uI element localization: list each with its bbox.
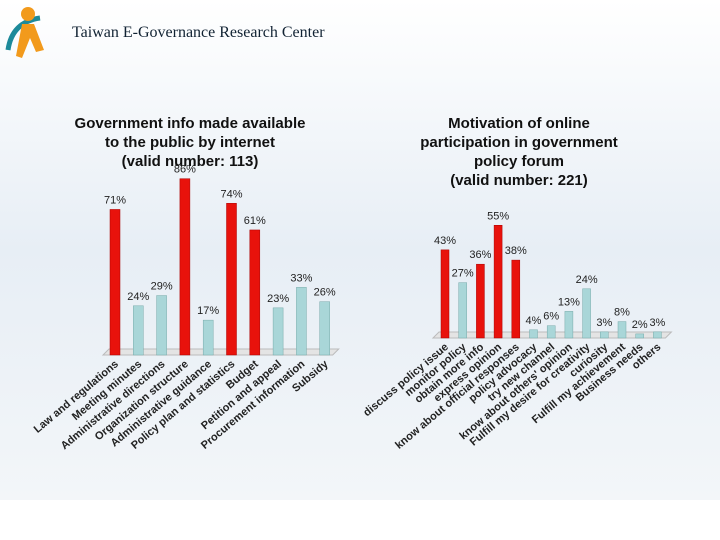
bar xyxy=(564,311,574,339)
bar xyxy=(296,287,307,356)
bar xyxy=(202,319,214,356)
value-label: 71% xyxy=(104,194,126,206)
bar xyxy=(440,249,450,339)
value-label: 61% xyxy=(244,215,266,227)
bar xyxy=(179,178,191,356)
bar xyxy=(600,331,609,339)
value-label: 3% xyxy=(649,317,665,329)
bar xyxy=(546,325,556,339)
value-label: 23% xyxy=(267,293,289,305)
bar xyxy=(476,263,485,339)
value-label: 27% xyxy=(452,268,474,280)
value-label: 3% xyxy=(596,317,612,329)
bar xyxy=(617,321,627,339)
value-label: 13% xyxy=(558,296,580,308)
bar xyxy=(109,209,121,356)
value-label: 36% xyxy=(469,249,491,261)
bar xyxy=(249,229,261,356)
bar xyxy=(156,295,167,356)
value-label: 8% xyxy=(614,307,630,319)
value-label: 2% xyxy=(632,319,648,331)
chart-title: Motivation of online xyxy=(448,115,590,132)
bar xyxy=(272,307,284,356)
header-title: Taiwan E-Governance Research Center xyxy=(72,24,325,41)
value-label: 26% xyxy=(314,287,336,299)
value-label: 4% xyxy=(526,315,542,327)
chart-title: (valid number: 221) xyxy=(450,172,588,189)
bar xyxy=(511,259,521,339)
bar xyxy=(319,301,330,356)
value-label: 55% xyxy=(487,210,509,222)
chart-title: policy forum xyxy=(474,153,564,170)
bar xyxy=(529,329,538,339)
bar xyxy=(226,203,237,356)
value-label: 17% xyxy=(197,305,219,317)
chart-title: Government info made available xyxy=(75,115,306,132)
chart-title: (valid number: 113) xyxy=(122,153,259,170)
bar xyxy=(582,288,591,339)
chart-title: participation in government xyxy=(420,134,618,151)
value-label: 43% xyxy=(434,235,456,247)
value-label: 86% xyxy=(174,164,196,176)
value-label: 6% xyxy=(543,311,559,323)
value-label: 38% xyxy=(505,245,527,257)
value-label: 24% xyxy=(127,291,149,303)
bar xyxy=(493,225,503,339)
chart-title: to the public by internet xyxy=(105,134,275,151)
value-label: 74% xyxy=(220,188,242,200)
logo xyxy=(5,7,44,58)
value-label: 24% xyxy=(576,274,598,286)
footer-band xyxy=(0,500,720,540)
bar xyxy=(635,333,644,339)
bar xyxy=(458,282,467,339)
bar xyxy=(653,331,662,339)
value-label: 33% xyxy=(290,272,312,284)
value-label: 29% xyxy=(151,281,173,293)
bar xyxy=(133,305,144,356)
